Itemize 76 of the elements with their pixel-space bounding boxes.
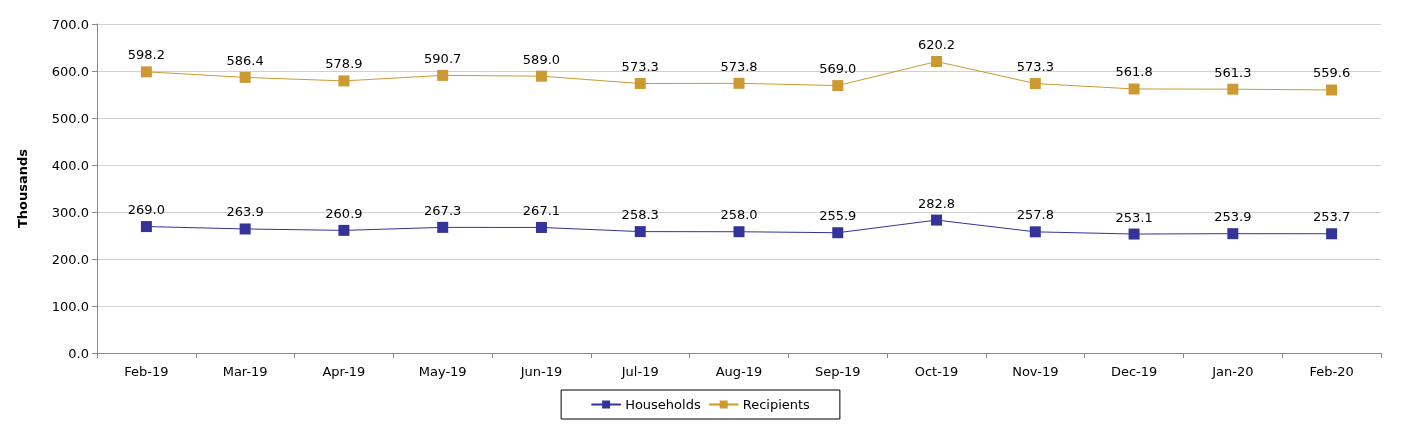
x-tick-label: Apr-19: [322, 364, 366, 379]
data-label: 267.1: [522, 202, 561, 218]
x-tick-label: Mar-19: [222, 364, 268, 379]
y-tick-label: 200.0: [51, 251, 89, 267]
data-label: 263.9: [226, 204, 264, 220]
point: [1227, 83, 1239, 95]
x-tick-label: Nov-19: [1012, 364, 1059, 379]
data-label: 620.2: [917, 37, 956, 53]
y-tick-label: 0.0: [68, 345, 89, 361]
x-tick-label: May-19: [418, 364, 467, 379]
data-label: 559.6: [1313, 65, 1351, 81]
data-label: 586.4: [226, 52, 264, 68]
legend-label: Households: [625, 397, 701, 412]
point: [1128, 83, 1140, 95]
point: [239, 71, 251, 83]
data-label: 258.0: [720, 207, 758, 223]
point: [832, 227, 844, 239]
point: [140, 221, 152, 233]
data-label: 253.9: [1214, 209, 1252, 225]
y-tick-label: 400.0: [51, 157, 89, 173]
point: [1029, 226, 1041, 238]
point: [733, 226, 745, 238]
data-label: 253.7: [1313, 209, 1351, 225]
y-tick-label: 700.0: [51, 16, 89, 32]
point: [535, 70, 547, 82]
x-tick-label: Feb-20: [1309, 364, 1354, 379]
point: [140, 66, 152, 78]
data-label: 253.1: [1115, 209, 1153, 225]
data-label: 257.8: [1016, 207, 1054, 223]
y-tick-label: 300.0: [51, 204, 89, 220]
data-label: 267.3: [424, 202, 462, 218]
point: [338, 75, 350, 87]
legend-label: Recipients: [742, 397, 811, 412]
point: [535, 221, 547, 233]
y-axis-title: Thousands: [15, 148, 30, 229]
x-tick-label: Feb-19: [124, 364, 169, 379]
data-label: 561.8: [1115, 64, 1153, 80]
data-label: 260.9: [325, 205, 363, 221]
point: [1326, 228, 1338, 240]
x-tick-label: Sep-19: [814, 364, 861, 379]
data-label: 569.0: [819, 61, 857, 77]
point: [733, 77, 745, 89]
point: [634, 78, 646, 90]
point: [1029, 78, 1041, 90]
point: [931, 214, 943, 226]
point: [634, 226, 646, 238]
data-label: 258.3: [621, 207, 659, 223]
point: [437, 221, 449, 233]
x-tick-label: Oct-19: [914, 364, 959, 379]
point: [437, 69, 449, 81]
data-label: 255.9: [819, 208, 857, 224]
point: [1227, 228, 1239, 240]
x-tick-label: Jan-20: [1211, 364, 1254, 379]
data-label: 573.8: [720, 58, 758, 74]
data-label: 578.9: [325, 56, 363, 72]
x-tick-label: Jul-19: [620, 364, 659, 379]
data-label: 573.3: [621, 59, 659, 75]
point: [931, 56, 943, 68]
point: [338, 224, 350, 236]
point: [1128, 228, 1140, 240]
data-label: 269.0: [127, 202, 165, 218]
point: [239, 223, 251, 235]
y-tick-label: 600.0: [51, 63, 89, 79]
data-label: 561.3: [1214, 64, 1252, 80]
x-tick-label: Dec-19: [1110, 364, 1158, 379]
point: [832, 80, 844, 92]
data-label: 589.0: [522, 51, 561, 67]
point: [1326, 84, 1338, 96]
data-label: 282.8: [917, 195, 956, 211]
data-label: 590.7: [424, 50, 462, 66]
y-tick-label: 100.0: [51, 298, 89, 314]
data-label: 598.2: [127, 47, 165, 63]
x-tick-label: Aug-19: [715, 364, 763, 379]
x-tick-label: Jun-19: [519, 364, 563, 379]
data-label: 573.3: [1016, 59, 1054, 75]
y-tick-label: 500.0: [51, 110, 89, 126]
